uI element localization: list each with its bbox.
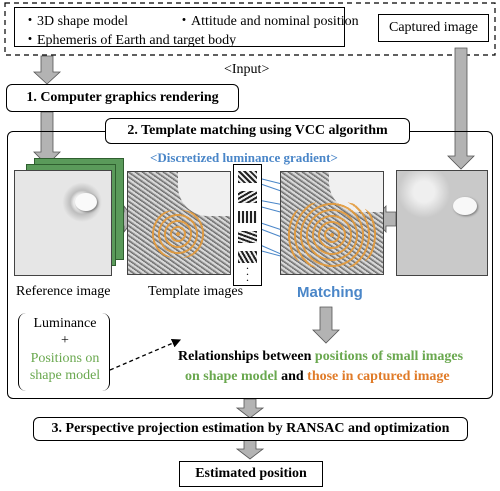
boulder-shape bbox=[453, 197, 477, 215]
gradient-icon bbox=[238, 231, 257, 243]
luminance-box: Luminance + Positions on shape model bbox=[18, 313, 110, 391]
more-icon: · · · bbox=[245, 261, 250, 287]
captured-image-label: Captured image bbox=[388, 20, 479, 35]
step3-label: 3. Perspective projection estimation by … bbox=[51, 421, 450, 436]
step2-box: 2. Template matching using VCC algorithm bbox=[105, 118, 410, 144]
input-item-attitude: Attitude and nominal position bbox=[191, 14, 359, 29]
step3-box: 3. Perspective projection estimation by … bbox=[33, 417, 468, 441]
output-box: Estimated position bbox=[179, 461, 323, 487]
step1-label: 1. Computer graphics rendering bbox=[26, 90, 219, 105]
relationships-orange: those in captured image bbox=[307, 369, 450, 384]
input-item-ephemeris: Ephemeris of Earth and target body bbox=[37, 33, 237, 48]
gradient-icon bbox=[238, 251, 257, 263]
arrow-step2-to-step3 bbox=[235, 398, 265, 419]
arrow-captured-to-photo bbox=[447, 47, 475, 170]
template-bright-region bbox=[178, 172, 230, 216]
input-box: ・3D shape model ・Attitude and nominal po… bbox=[14, 7, 359, 48]
positions-label-line2: shape model bbox=[29, 368, 101, 383]
relationships-line2: on shape model and those in captured ima… bbox=[185, 369, 450, 385]
gradient-icon-column: · · · bbox=[233, 164, 262, 286]
input-label: <Input> bbox=[224, 62, 270, 77]
bullet-icon: ・ bbox=[23, 33, 37, 48]
matching-label: Matching bbox=[297, 284, 363, 301]
template-images-label: Template images bbox=[148, 284, 244, 299]
matched-image bbox=[280, 171, 384, 275]
output-label: Estimated position bbox=[195, 466, 307, 481]
luminance-label: Luminance bbox=[33, 316, 97, 331]
bullet-icon: ・ bbox=[23, 14, 37, 29]
captured-image-box: Captured image bbox=[378, 14, 489, 42]
relationships-green-1: positions of small images bbox=[314, 349, 464, 364]
reference-image bbox=[14, 170, 112, 276]
boulder-shape bbox=[75, 193, 97, 211]
matched-markers bbox=[287, 202, 377, 268]
reference-image-label: Reference image bbox=[16, 284, 111, 299]
arrow-input-to-step1 bbox=[32, 55, 62, 85]
step1-box: 1. Computer graphics rendering bbox=[6, 84, 239, 112]
dashed-arrow-luminance bbox=[109, 338, 182, 371]
relationships-line1: Relationships between positions of small… bbox=[178, 349, 463, 365]
captured-image bbox=[396, 170, 488, 276]
arrow-matching-to-relationships bbox=[312, 306, 340, 344]
relationships-green-2: on shape model bbox=[185, 369, 278, 384]
relationships-prefix: Relationships between bbox=[178, 349, 315, 364]
bullet-icon: ・ bbox=[177, 14, 191, 29]
gradient-icon bbox=[238, 211, 257, 223]
input-item-shape-model: 3D shape model bbox=[37, 14, 128, 29]
template-match-markers bbox=[150, 210, 206, 258]
relationships-middle: and bbox=[277, 369, 308, 384]
plus-label: + bbox=[61, 333, 69, 348]
input-region-border bbox=[4, 2, 496, 56]
arrow-step3-to-output bbox=[235, 438, 265, 460]
positions-label-line1: Positions on bbox=[30, 351, 100, 366]
template-image bbox=[127, 171, 231, 275]
gradient-icon bbox=[238, 171, 257, 183]
gradient-icon bbox=[238, 191, 257, 203]
step2-label: 2. Template matching using VCC algorithm bbox=[127, 123, 388, 138]
gradient-label: <Discretized luminance gradient> bbox=[150, 150, 338, 165]
